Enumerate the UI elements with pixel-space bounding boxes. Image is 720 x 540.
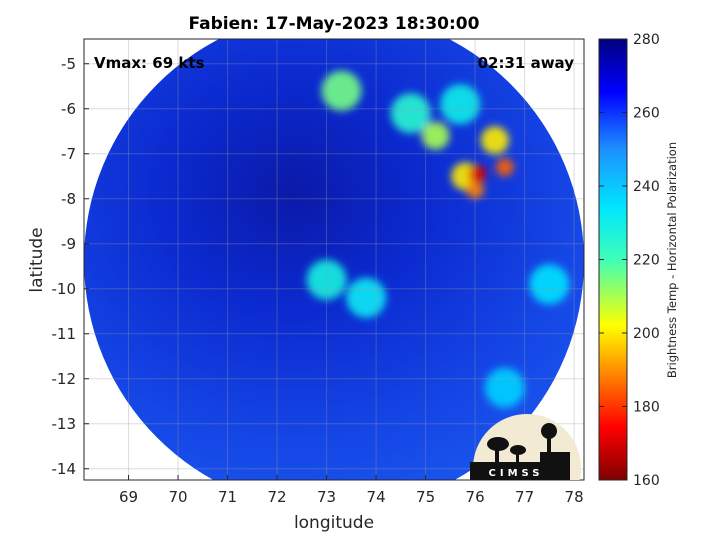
x-tick-label: 75: [416, 488, 435, 506]
convection-cell: [306, 259, 347, 300]
y-tick-label: -9: [61, 235, 76, 253]
plot-frame: [83, 38, 585, 481]
colorbar-tick-label: 260: [633, 106, 660, 122]
colorbar-tick-label: 280: [633, 32, 660, 48]
time-away-label: 02:31 away: [478, 54, 575, 72]
y-tick-label: -10: [52, 280, 77, 298]
convection-cell: [529, 264, 570, 305]
y-tick-label: -5: [61, 55, 76, 73]
x-tick-label: 70: [169, 488, 188, 506]
y-axis: -5 -6 -7 -8 -9 -10 -11 -12 -13 -14: [52, 55, 89, 478]
colorbar-ticks: 160 180 200 220 240 260 280: [599, 32, 660, 489]
y-tick-label: -12: [52, 370, 77, 388]
y-tick-label: -6: [61, 100, 76, 118]
convection-cell: [466, 180, 485, 199]
y-tick-label: -8: [61, 190, 76, 208]
x-axis-label: longitude: [294, 513, 374, 533]
y-axis-label: latitude: [27, 227, 47, 292]
vmax-label: Vmax: 69 kts: [94, 54, 204, 72]
x-tick-label: 77: [515, 488, 534, 506]
chart-title: Fabien: 17-May-2023 18:30:00: [189, 14, 480, 34]
x-tick-label: 69: [119, 488, 138, 506]
convection-cell: [484, 367, 525, 408]
y-tick-label: -7: [61, 145, 76, 163]
colorbar-tick-label: 220: [633, 253, 660, 269]
convection-cell: [495, 158, 514, 177]
colorbar-tick-label: 180: [633, 400, 660, 416]
map-layer: [84, 39, 584, 480]
convection-cell: [346, 277, 387, 318]
colorbar-tick-label: 240: [633, 179, 660, 195]
colorbar-tick-label: 160: [633, 473, 660, 489]
convection-cell: [480, 126, 509, 155]
cimss-logo: CIMSS: [470, 414, 581, 480]
colorbar-label: Brightness Temp - Horizontal Polarizatio…: [665, 142, 679, 378]
x-tick-label: 71: [218, 488, 237, 506]
x-tick-label: 72: [268, 488, 287, 506]
x-tick-label: 76: [466, 488, 485, 506]
colorbar-tick-label: 200: [633, 326, 660, 342]
logo-text: CIMSS: [489, 468, 544, 479]
microwave-swath: [84, 39, 584, 480]
y-tick-label: -13: [52, 415, 77, 433]
x-tick-label: 78: [565, 488, 584, 506]
convection-cell: [468, 165, 487, 183]
y-tick-label: -14: [52, 460, 77, 478]
convection-cell: [321, 70, 362, 111]
convection-cell: [390, 93, 431, 134]
x-tick-label: 73: [317, 488, 336, 506]
x-tick-label: 74: [367, 488, 386, 506]
x-axis: 69 70 71 72 73 74 75 76 77 78: [119, 475, 584, 506]
y-tick-label: -11: [52, 325, 77, 343]
convection-cell: [440, 84, 481, 125]
grid-lines: [84, 39, 584, 480]
convection-cell: [421, 121, 450, 150]
